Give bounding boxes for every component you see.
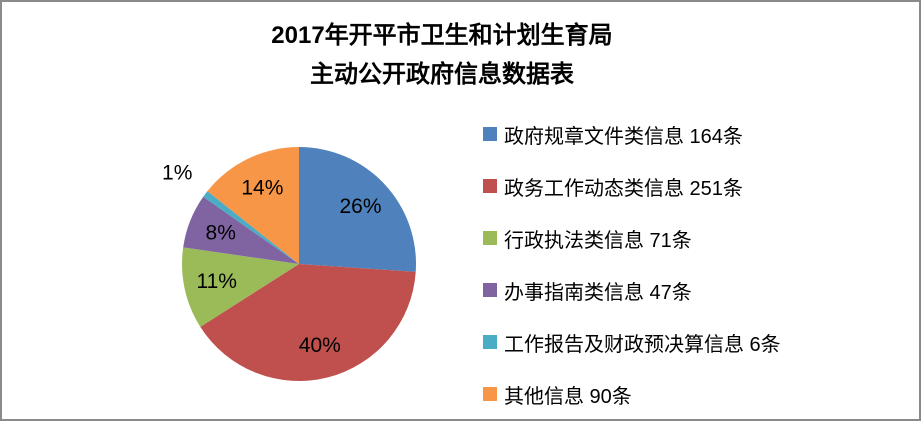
pie-slice-1 bbox=[200, 264, 416, 381]
legend: 政府规章文件类信息 164条 政务工作动态类信息 251条 行政执法类信息 71条办… bbox=[483, 121, 781, 408]
pie-slice-label-0: 26% bbox=[339, 195, 381, 218]
pie-slice-0 bbox=[299, 147, 416, 272]
legend-label-2: 行政执法类信息 71条 bbox=[504, 229, 692, 252]
pie-slice-3 bbox=[183, 196, 299, 264]
pie-slice-2 bbox=[181, 247, 299, 327]
chart-title: 2017年开平市卫生和计划生育局 主动公开政府信息数据表 bbox=[2, 16, 882, 94]
legend-swatch-0 bbox=[483, 127, 497, 141]
legend-label-0: 政府规章文件类信息 164条 bbox=[504, 125, 743, 148]
pie-slice-label-5: 14% bbox=[241, 177, 283, 200]
pie-slice-4 bbox=[203, 191, 299, 264]
legend-label-4: 工作报告及财政预决算信息 6条 bbox=[504, 333, 781, 356]
chart-title-line1: 2017年开平市卫生和计划生育局 bbox=[271, 22, 613, 49]
legend-item-4: 工作报告及财政预决算信息 6条 bbox=[483, 329, 781, 356]
legend-label-1: 政务工作动态类信息 251条 bbox=[504, 177, 743, 200]
legend-swatch-4 bbox=[483, 335, 497, 349]
legend-item-2: 行政执法类信息 71条 bbox=[483, 225, 781, 252]
legend-item-3: 办事指南类信息 47条 bbox=[483, 277, 781, 304]
legend-label-3: 办事指南类信息 47条 bbox=[504, 281, 692, 304]
pie-slice-label-1: 40% bbox=[299, 334, 341, 357]
legend-item-5: 其他信息 90条 bbox=[483, 381, 781, 408]
pie-slice-label-3: 8% bbox=[206, 222, 236, 245]
legend-swatch-3 bbox=[483, 283, 497, 297]
legend-label-5: 其他信息 90条 bbox=[504, 385, 632, 408]
legend-swatch-5 bbox=[483, 387, 497, 401]
legend-swatch-2 bbox=[483, 231, 497, 245]
legend-swatch-1 bbox=[483, 179, 497, 193]
pie-slice-label-4: 1% bbox=[162, 161, 192, 184]
pie-slice-label-2: 11% bbox=[196, 270, 236, 293]
legend-item-1: 政务工作动态类信息 251条 bbox=[483, 173, 781, 200]
legend-item-0: 政府规章文件类信息 164条 bbox=[483, 121, 781, 148]
chart-title-line2: 主动公开政府信息数据表 bbox=[310, 61, 574, 88]
pie-slice-5 bbox=[207, 147, 299, 264]
